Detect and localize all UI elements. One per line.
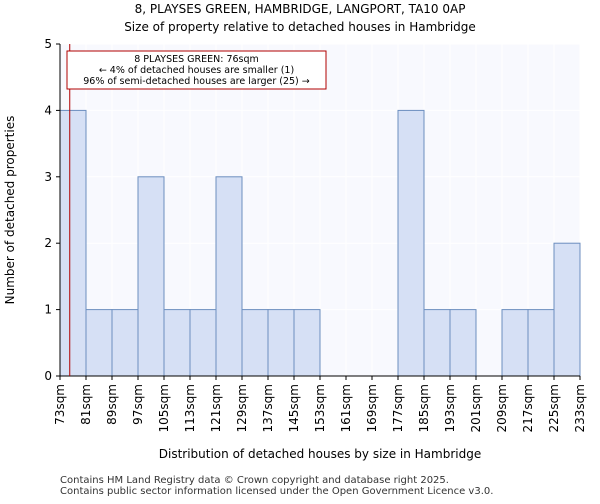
x-tick-label: 177sqm [391,384,405,432]
x-tick-label: 121sqm [209,384,223,432]
y-tick-label: 3 [44,170,52,184]
x-tick-label: 209sqm [495,384,509,432]
bar [553,242,581,377]
bar [267,309,295,377]
y-tick-label: 5 [44,37,52,51]
y-tick-label: 4 [44,103,52,117]
bar [397,109,425,377]
chart-title-line1: 8, PLAYSES GREEN, HAMBRIDGE, LANGPORT, T… [135,2,466,16]
footer-line2: Contains public sector information licen… [60,486,493,497]
bar [293,309,321,377]
y-axis-label: Number of detached properties [3,116,17,305]
x-tick-label: 81sqm [79,384,93,425]
bar [137,176,165,377]
annotation-line3: 96% of semi-detached houses are larger (… [83,76,310,87]
annotation-line2: ← 4% of detached houses are smaller (1) [99,65,294,76]
x-tick-label: 137sqm [261,384,275,432]
x-tick-label: 169sqm [365,384,379,432]
x-axis-label: Distribution of detached houses by size … [159,447,481,461]
x-tick-label: 161sqm [339,384,353,432]
x-tick-label: 129sqm [235,384,249,432]
x-tick-label: 233sqm [573,384,587,432]
bar [215,176,243,377]
bar [241,309,269,377]
bar [423,309,451,377]
x-tick-label: 89sqm [105,384,119,425]
x-tick-label: 201sqm [469,384,483,432]
bar [111,309,139,377]
x-tick-label: 113sqm [183,384,197,432]
chart-title-line2: Size of property relative to detached ho… [124,20,476,34]
x-tick-label: 225sqm [547,384,561,432]
bar [189,309,217,377]
annotation-line1: 8 PLAYSES GREEN: 76sqm [134,54,259,65]
bar [449,309,477,377]
x-tick-label: 185sqm [417,384,431,432]
bar [501,309,529,377]
x-tick-label: 153sqm [313,384,327,432]
y-tick-label: 2 [44,236,52,250]
footer-line1: Contains HM Land Registry data © Crown c… [60,475,449,486]
x-tick-label: 97sqm [131,384,145,425]
x-tick-label: 105sqm [157,384,171,432]
bar [85,309,113,377]
annotation-box [66,50,327,90]
bar [527,309,555,377]
bar [163,309,191,377]
x-tick-label: 73sqm [53,384,67,425]
x-tick-label: 193sqm [443,384,457,432]
y-tick-label: 0 [44,369,52,383]
x-tick-label: 217sqm [521,384,535,432]
y-tick-label: 1 [44,303,52,317]
x-tick-label: 145sqm [287,384,301,432]
plot-area: 0 1 2 3 4 5 73sqm 81sqm 89sqm 97sqm 105sqm 113sqm 12… [44,37,587,432]
bar [59,109,87,377]
